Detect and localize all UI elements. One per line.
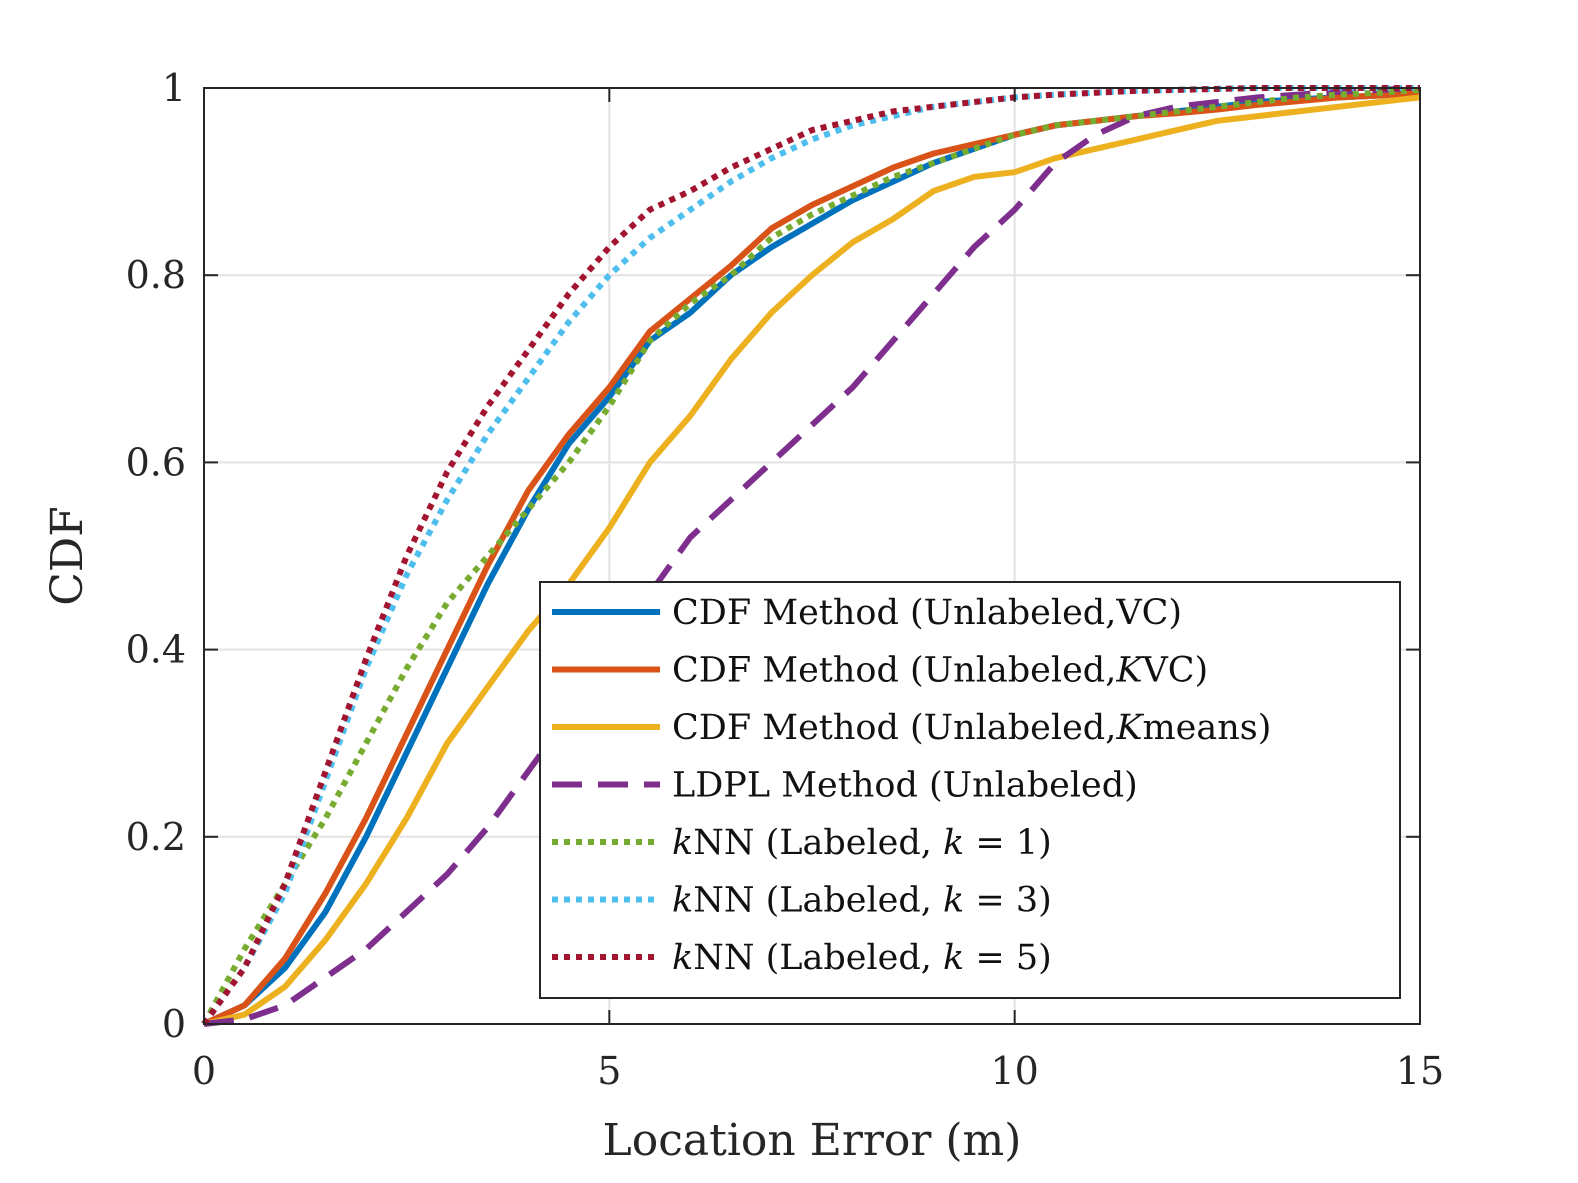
legend-label-2-part-1: K [1115, 651, 1144, 691]
legend-label-5-part-3: k [943, 823, 964, 863]
tick-labels: 0 5 10 15 0 0.2 0.4 0.6 0.8 1 [126, 66, 1445, 1093]
x-tick-label-2: 10 [990, 1049, 1038, 1093]
legend-label-7-part-2: NN (Labeled, [693, 938, 943, 978]
legend-label-3: CDF Method (Unlabeled,Kmeans) [672, 708, 1271, 748]
legend-label-6-part-4: = 3) [964, 881, 1052, 921]
legend-label-6-part-2: NN (Labeled, [693, 881, 943, 921]
y-tick-label-0: 0 [162, 1002, 186, 1046]
legend-label-5-part-2: NN (Labeled, [693, 823, 943, 863]
legend-label-3-part-1: K [1115, 708, 1144, 748]
x-tick-label-0: 0 [192, 1049, 216, 1093]
legend-box [539, 581, 1401, 999]
legend-label-7-part-3: k [943, 938, 964, 978]
legend-label-6: kNN (Labeled, k = 3) [672, 881, 1052, 921]
axes-box [203, 87, 1421, 1025]
series-line-5 [201, 86, 1421, 1026]
x-axis-label: Location Error (m) [603, 1115, 1022, 1166]
legend-label-1-part-2: VC) [1115, 593, 1182, 633]
y-tick-label-5: 1 [162, 66, 186, 110]
legend-label-2: CDF Method (Unlabeled,KVC) [672, 651, 1208, 691]
y-tick-label-3: 0.6 [126, 440, 186, 484]
y-tick-label-1: 0.2 [126, 815, 186, 859]
legend-label-5-part-1: k [672, 823, 693, 863]
legend-label-4-part-0: LDPL Method (Unlabeled) [672, 766, 1138, 806]
y-tick-label-4: 0.8 [126, 253, 186, 297]
legend-label-7-part-1: k [672, 938, 693, 978]
y-tick-label-2: 0.4 [126, 628, 186, 672]
legend-label-2-part-0: CDF Method (Unlabeled, [672, 651, 1116, 691]
legend: CDF Method (Unlabeled,VC)CDF Method (Unl… [539, 581, 1401, 999]
y-axis-label: CDF [42, 506, 93, 605]
series-line-2 [202, 89, 1421, 1027]
legend-label-4: LDPL Method (Unlabeled) [672, 766, 1138, 806]
legend-label-7: kNN (Labeled, k = 5) [672, 938, 1052, 978]
legend-label-5-part-4: = 1) [964, 823, 1052, 863]
x-tick-label-3: 15 [1396, 1049, 1444, 1093]
series-line-3 [203, 94, 1421, 1027]
axis-ticks [203, 87, 1421, 1025]
x-tick-label-1: 5 [597, 1049, 621, 1093]
legend-label-6-part-3: k [943, 881, 964, 921]
legend-label-6-part-1: k [672, 881, 693, 921]
legend-label-5: kNN (Labeled, k = 1) [672, 823, 1052, 863]
legend-label-3-part-0: CDF Method (Unlabeled, [672, 708, 1116, 748]
legend-label-2-part-2: VC) [1141, 651, 1208, 691]
legend-label-3-part-2: means) [1142, 708, 1271, 748]
legend-label-1-part-0: CDF Method (Unlabeled, [672, 593, 1116, 633]
series-line-4 [203, 85, 1421, 1027]
legend-label-1: CDF Method (Unlabeled,VC) [672, 593, 1182, 633]
legend-label-7-part-4: = 5) [964, 938, 1052, 978]
